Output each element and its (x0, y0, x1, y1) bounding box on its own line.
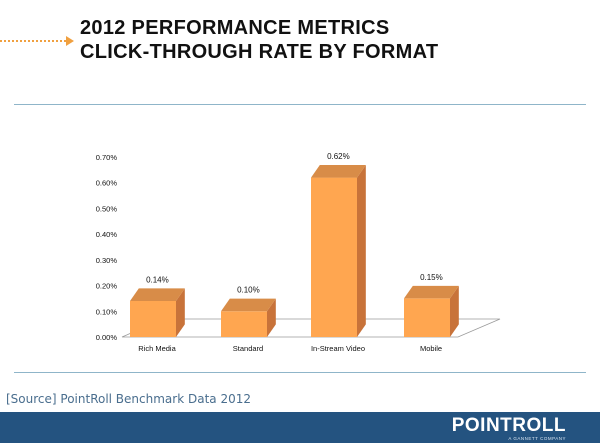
y-tick-label: 0.50% (96, 204, 118, 213)
bar-top (221, 298, 276, 312)
data-label: 0.10% (237, 286, 260, 295)
logo-tagline: A GANNETT COMPANY (508, 436, 566, 441)
y-tick-label: 0.10% (96, 307, 118, 316)
x-tick-label: Rich Media (138, 344, 176, 353)
data-label: 0.15% (420, 273, 443, 282)
data-label: 0.14% (146, 275, 169, 284)
x-tick-label: Standard (233, 344, 263, 353)
arrow-dots (0, 40, 70, 44)
y-tick-label: 0.20% (96, 282, 118, 291)
footer-bar: POINTROLL A GANNETT COMPANY (0, 412, 600, 443)
y-tick-label: 0.70% (96, 153, 118, 162)
bar-top (311, 164, 366, 178)
title-line-2: CLICK-THROUGH RATE BY FORMAT (80, 41, 439, 63)
data-label: 0.62% (327, 152, 350, 161)
bar-front (130, 301, 176, 337)
y-tick-label: 0.40% (96, 230, 118, 239)
arrow-head-icon (66, 36, 74, 46)
title-line-1: 2012 PERFORMANCE METRICS (80, 17, 390, 39)
bar-top (404, 285, 459, 299)
x-tick-label: In-Stream Video (311, 344, 365, 353)
y-tick-label: 0.60% (96, 179, 118, 188)
top-divider (14, 104, 586, 105)
bar-front (311, 177, 357, 337)
bar-side (357, 164, 366, 337)
bar-front (404, 298, 450, 337)
bar-front (221, 311, 267, 337)
bar-side (267, 298, 276, 337)
y-tick-label: 0.30% (96, 256, 118, 265)
bottom-divider (14, 372, 586, 373)
page-title: 2012 PERFORMANCE METRICS CLICK-THROUGH R… (80, 16, 438, 64)
x-tick-label: Mobile (420, 344, 442, 353)
source-note: [Source] PointRoll Benchmark Data 2012 (6, 392, 251, 406)
bar-top (130, 288, 185, 301)
bar-side (176, 288, 185, 337)
pointroll-logo: POINTROLL (451, 415, 566, 436)
y-tick-label: 0.00% (96, 333, 118, 342)
bar-side (450, 285, 459, 337)
